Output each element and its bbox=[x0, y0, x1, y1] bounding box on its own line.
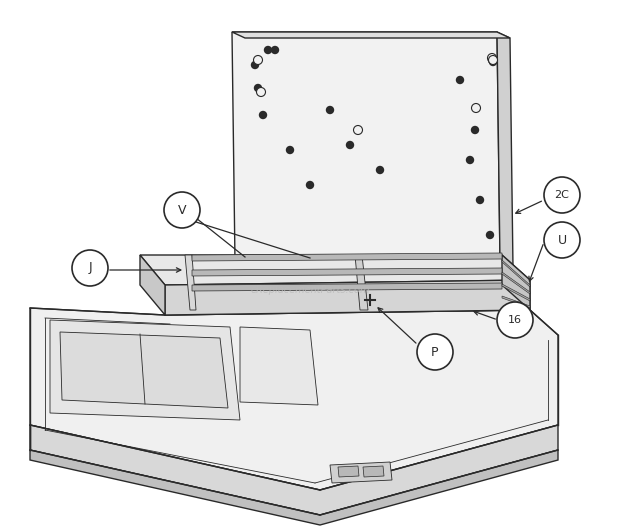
Polygon shape bbox=[140, 255, 165, 315]
Polygon shape bbox=[50, 320, 240, 420]
Polygon shape bbox=[338, 466, 359, 477]
Circle shape bbox=[477, 196, 484, 203]
Polygon shape bbox=[232, 32, 500, 262]
Text: eReplacementParts.com: eReplacementParts.com bbox=[250, 285, 370, 295]
Text: U: U bbox=[557, 233, 567, 247]
Polygon shape bbox=[502, 272, 530, 294]
Circle shape bbox=[487, 231, 494, 239]
Polygon shape bbox=[502, 260, 530, 287]
Circle shape bbox=[487, 53, 497, 62]
Polygon shape bbox=[60, 332, 228, 408]
Circle shape bbox=[72, 250, 108, 286]
Circle shape bbox=[254, 84, 262, 91]
Polygon shape bbox=[232, 32, 510, 38]
Circle shape bbox=[260, 111, 267, 118]
Polygon shape bbox=[192, 268, 502, 276]
Polygon shape bbox=[355, 255, 368, 310]
Polygon shape bbox=[192, 283, 502, 291]
Polygon shape bbox=[240, 327, 318, 405]
Circle shape bbox=[306, 182, 314, 188]
Text: P: P bbox=[432, 345, 439, 359]
Circle shape bbox=[489, 56, 495, 63]
Circle shape bbox=[353, 126, 363, 135]
Circle shape bbox=[265, 46, 272, 53]
Circle shape bbox=[471, 127, 479, 134]
Circle shape bbox=[347, 142, 353, 148]
Polygon shape bbox=[140, 255, 530, 285]
Polygon shape bbox=[30, 308, 558, 490]
Text: J: J bbox=[88, 261, 92, 275]
Polygon shape bbox=[330, 462, 392, 483]
Circle shape bbox=[490, 59, 497, 65]
Text: 2C: 2C bbox=[554, 190, 569, 200]
Circle shape bbox=[254, 55, 262, 64]
Polygon shape bbox=[30, 450, 558, 525]
Polygon shape bbox=[185, 255, 196, 310]
Polygon shape bbox=[502, 255, 530, 310]
Circle shape bbox=[286, 146, 293, 154]
Polygon shape bbox=[165, 280, 530, 315]
Polygon shape bbox=[497, 32, 513, 268]
Circle shape bbox=[376, 166, 384, 174]
Polygon shape bbox=[502, 284, 530, 301]
Polygon shape bbox=[192, 253, 502, 261]
Text: 16: 16 bbox=[508, 315, 522, 325]
Polygon shape bbox=[502, 296, 530, 308]
Circle shape bbox=[164, 192, 200, 228]
Circle shape bbox=[466, 156, 474, 164]
Circle shape bbox=[327, 107, 334, 114]
Circle shape bbox=[544, 222, 580, 258]
Circle shape bbox=[456, 77, 464, 83]
Circle shape bbox=[544, 177, 580, 213]
Circle shape bbox=[471, 103, 480, 112]
Polygon shape bbox=[30, 425, 558, 515]
Circle shape bbox=[489, 55, 497, 64]
Polygon shape bbox=[363, 466, 384, 477]
Circle shape bbox=[497, 302, 533, 338]
Circle shape bbox=[252, 61, 259, 69]
Circle shape bbox=[257, 88, 265, 97]
Circle shape bbox=[272, 46, 278, 53]
Text: V: V bbox=[178, 203, 186, 216]
Circle shape bbox=[417, 334, 453, 370]
